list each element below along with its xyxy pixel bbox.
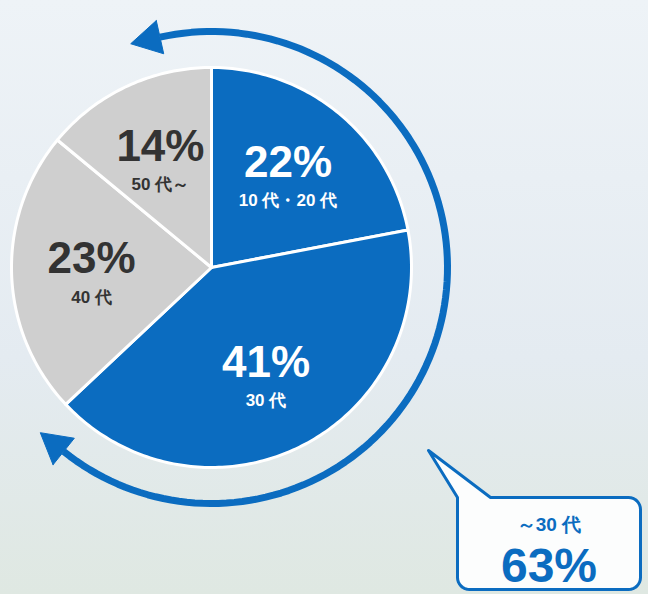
svg-text:50 代～: 50 代～ — [132, 175, 190, 194]
svg-text:41%: 41% — [222, 337, 310, 386]
svg-text:40 代: 40 代 — [71, 288, 112, 307]
svg-text:～30 代: ～30 代 — [517, 514, 581, 535]
svg-text:14%: 14% — [116, 121, 204, 170]
svg-text:10 代・20 代: 10 代・20 代 — [239, 191, 337, 210]
svg-text:22%: 22% — [244, 137, 332, 186]
svg-text:63%: 63% — [501, 539, 597, 592]
svg-text:30 代: 30 代 — [246, 391, 287, 410]
svg-text:23%: 23% — [48, 233, 136, 282]
